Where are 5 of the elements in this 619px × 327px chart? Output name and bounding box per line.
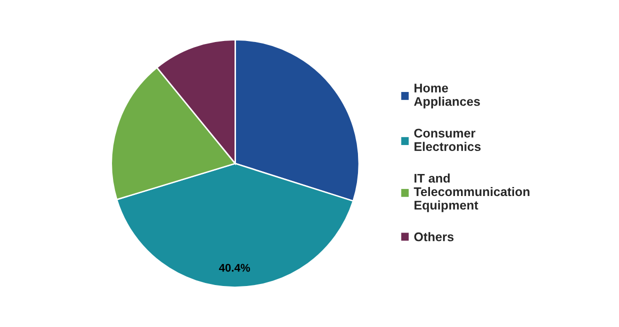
data-label: 40.4% bbox=[218, 264, 250, 272]
legend-label: Others bbox=[414, 232, 454, 242]
legend-label: Home Appliances bbox=[414, 84, 480, 108]
legend-label: IT and Telecommunication Equipment bbox=[414, 174, 530, 212]
legend-label: Consumer Electronics bbox=[414, 128, 481, 152]
